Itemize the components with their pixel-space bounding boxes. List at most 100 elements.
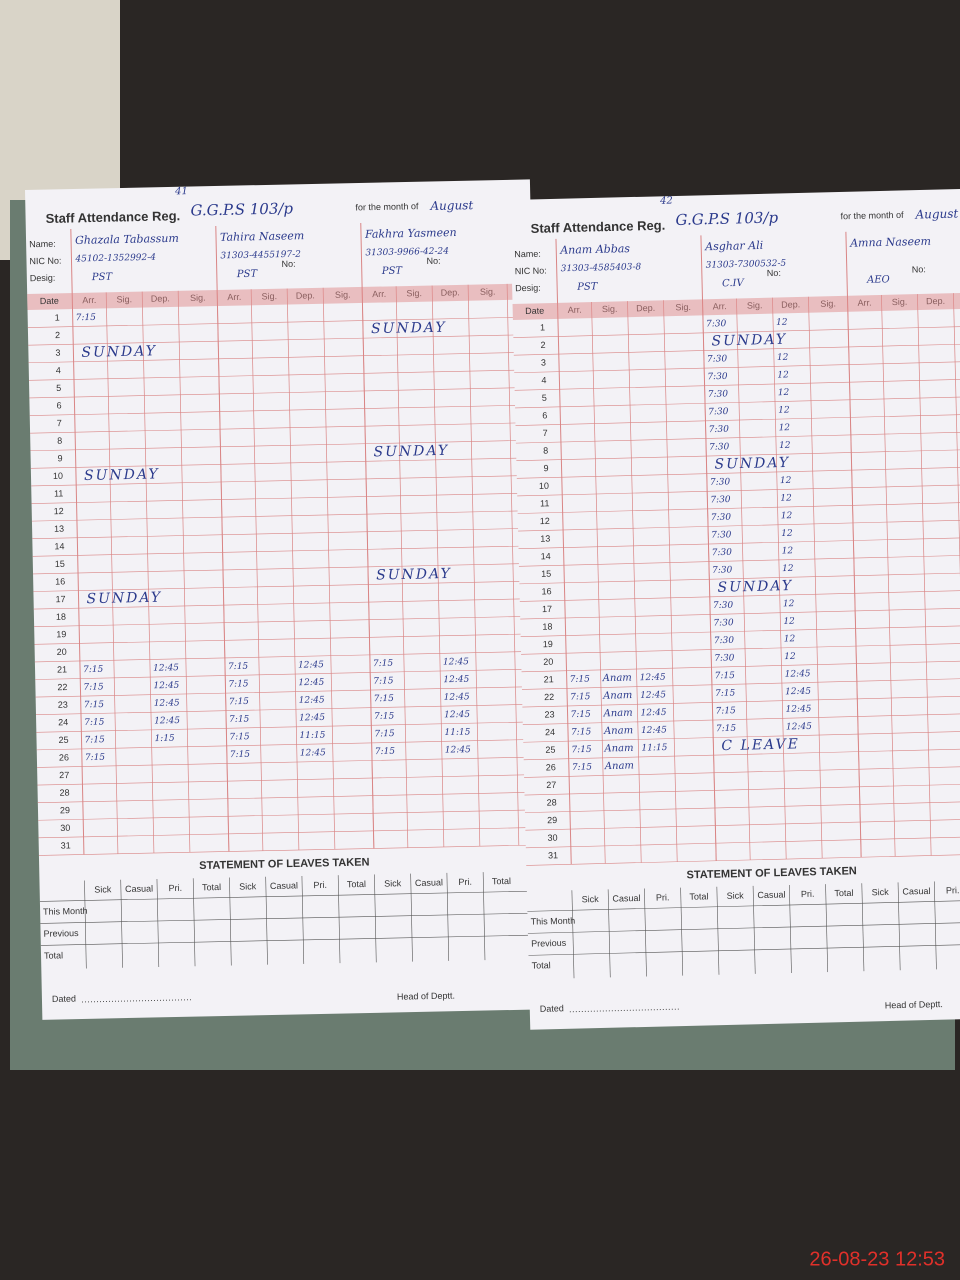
day-number: 28 [547,797,557,807]
day-number: 4 [56,365,61,375]
staff-desig: C.IV [722,278,746,290]
leave-col-line [192,878,196,967]
day-number: 23 [544,709,554,719]
day-number: 20 [543,657,553,667]
arrival-time: 7:15 [571,745,592,755]
group-divider [70,229,85,855]
departure-time: 12:45 [153,663,179,674]
departure-time: 12:45 [444,692,470,703]
leave-row-line [527,899,960,912]
month-label: for the month of [355,201,419,212]
row-line [31,492,537,504]
day-number: 25 [545,745,555,755]
row-line [38,826,544,839]
day-number: 14 [54,541,64,551]
row-line [517,501,960,514]
row-line [38,844,544,856]
day-number: 21 [544,674,554,684]
row-line [524,800,960,813]
arrival-time: 7:30 [707,354,728,364]
row-line [35,668,541,680]
leave-col: Sick [872,887,890,897]
column-line [322,287,336,850]
leave-col: Casual [270,880,298,891]
departure-time: 12 [782,564,794,574]
nic-label: NIC No: [515,265,547,276]
page-number: 42 [659,196,673,207]
arrival-time: 7:15 [570,692,591,702]
day-number: 16 [55,576,65,586]
column-line [881,294,896,857]
row-line [521,642,960,655]
column-line [506,283,520,846]
row-line [35,703,541,715]
handwritten-mark: SUNDAY [86,590,162,608]
departure-time: 12 [777,370,789,380]
column-line [736,298,751,860]
row-line [33,598,539,610]
column-line [105,292,119,854]
departure-time: 11:15 [641,743,667,754]
signature: Anam [603,743,633,755]
group-divider [700,235,717,861]
row-line [520,624,960,637]
arrival-time: 7:15 [85,753,106,763]
day-number: 12 [540,516,550,526]
arrival-time: 7:15 [83,665,104,675]
departure-time: 12:45 [785,687,811,698]
departure-time: 12 [780,476,792,486]
departure-time: 12:45 [640,708,666,719]
arrival-time: 7:15 [571,727,592,737]
column-line [395,286,409,848]
arrival-time: 7:30 [708,389,729,399]
day-number: 8 [57,436,62,446]
row-line [28,334,534,346]
signature: Anam [602,690,632,702]
leave-col: Sick [239,881,257,891]
day-number: 1 [540,322,545,332]
handwritten-mark: SUNDAY [84,466,160,484]
leave-col: Total [492,876,511,886]
signature: Anam [604,760,634,772]
departure-time: 12:45 [444,710,470,721]
arrival-time: 7:15 [84,735,105,745]
row-line [514,360,960,374]
handwritten-mark: C LEAVE [721,736,800,754]
staff-name: Ghazala Tabassum [75,232,179,247]
leave-col: Pri. [313,880,327,890]
day-number: 31 [548,850,558,860]
departure-time: 12:45 [298,660,324,671]
leave-col: Sick [94,884,112,894]
arrival-time: 7:15 [229,715,250,725]
departure-time: 12:45 [785,669,811,680]
arrival-time: 7:30 [712,565,733,575]
staff-name: Tahira Naseem [220,229,305,244]
row-line [34,615,540,628]
leave-col-line [229,877,232,966]
column-line [663,300,678,862]
row-line [35,686,541,698]
row-line [522,712,960,725]
departure-time: 12 [783,599,795,609]
column-line [591,302,606,864]
school: G.G.P.S 103/p [675,208,778,229]
dated-label: Dated [52,993,76,1004]
arrival-time: 7:30 [713,601,734,611]
leave-col-line [84,880,87,969]
leave-col: Sick [582,894,600,904]
day-number: 26 [546,762,556,772]
row-line [524,765,960,778]
column-line [177,290,191,853]
row-line [30,457,536,469]
departure-time: 12 [779,423,791,433]
row-line [516,466,960,479]
head-label: Head of Deptt. [397,991,455,1002]
leave-col-line [374,874,377,963]
departure-time: 12 [781,511,793,521]
row-line [523,748,960,761]
departure-time: 12:45 [443,675,469,686]
leave-col-line [571,890,575,979]
departure-time: 12 [782,546,794,556]
handwritten-mark: SUNDAY [376,566,452,584]
